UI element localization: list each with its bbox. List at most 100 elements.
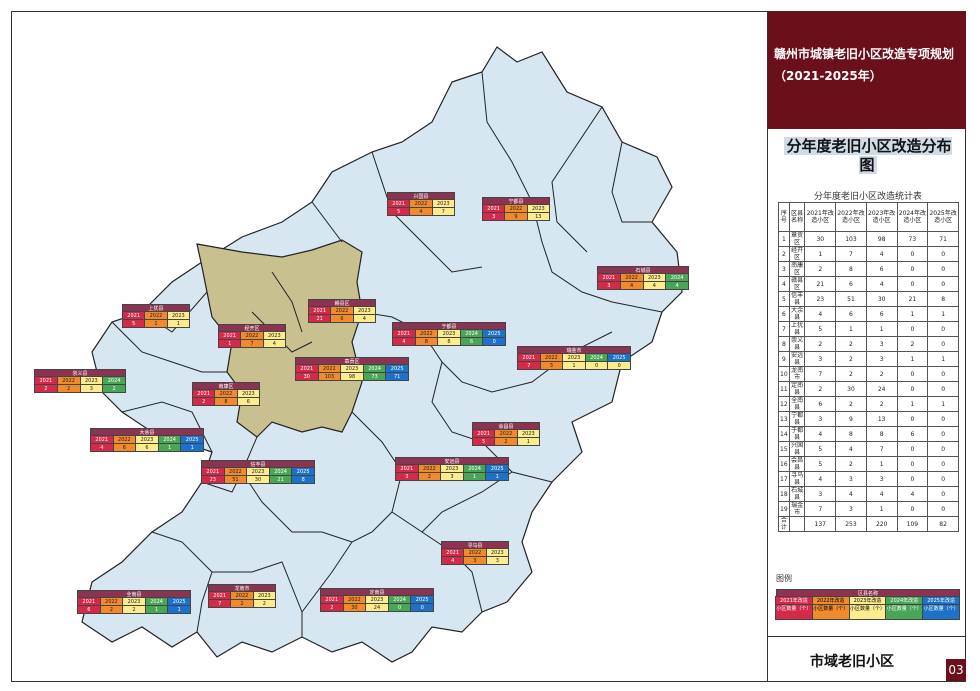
table-row: 9 安远县 3 2 3 1 1 <box>778 351 959 367</box>
table-cell: 5 <box>804 456 837 472</box>
table-cell: 0 <box>927 276 959 292</box>
table-cell: 0 <box>896 456 929 472</box>
value-2023: 8 <box>437 337 461 346</box>
value-2024: 0 <box>584 361 609 370</box>
table-header-cell: 2025年改造小区 <box>927 202 959 232</box>
table-cell: 13 <box>865 411 898 427</box>
table-cell: 11 <box>778 381 790 397</box>
value-2023: 4 <box>642 281 667 290</box>
value-2023: 3 <box>440 472 464 481</box>
table-row: 14 于都县 4 8 8 6 0 <box>778 426 959 442</box>
value-2024: 1 <box>157 443 182 452</box>
table-cell: 21 <box>804 276 837 292</box>
table-header-cell: 2022年改造小区 <box>835 202 867 232</box>
table-cell: 13 <box>778 411 790 427</box>
table-cell: 0 <box>896 261 929 277</box>
table-cell: 南康区 <box>788 261 806 277</box>
table-cell: 3 <box>865 471 898 487</box>
table-cell: 0 <box>896 381 929 397</box>
table-cell: 1 <box>927 306 959 322</box>
table-cell: 16 <box>778 456 790 472</box>
value-2022: 6 <box>112 443 137 452</box>
table-cell: 19 <box>778 501 790 517</box>
table-row: 11 定南县 2 30 24 0 0 <box>778 381 959 397</box>
table-cell: 全南县 <box>788 396 806 412</box>
value-2025: 71 <box>385 372 409 381</box>
table-cell: 30 <box>835 381 867 397</box>
table-cell: 4 <box>865 276 898 292</box>
table-cell: 0 <box>896 411 929 427</box>
table-cell: 7 <box>804 501 837 517</box>
value-2024: 1 <box>144 605 169 614</box>
value-2021: 3 <box>395 472 419 481</box>
table-cell: 3 <box>865 336 898 352</box>
table-cell: 0 <box>927 321 959 337</box>
map-subtitle: 分年度老旧小区改造分布图 <box>780 137 956 175</box>
value-2023: 3 <box>485 556 509 565</box>
table-cell: 6 <box>896 426 929 442</box>
table-cell: 0 <box>927 501 959 517</box>
table-header-cell: 序号 <box>778 202 790 232</box>
table-cell: 于都县 <box>788 426 806 442</box>
table-cell: 4 <box>865 486 898 502</box>
value-2021: 6 <box>77 605 101 614</box>
value-2021: 4 <box>441 556 465 565</box>
table-cell: 137 <box>804 516 837 532</box>
value-2025: 0 <box>482 337 506 346</box>
table-header-row: 序号 区县名称 2021年改造小区 2022年改造小区 2023年改造小区 2024年改造… <box>778 202 959 232</box>
table-cell: 10 <box>778 366 790 382</box>
table-cell: 4 <box>865 246 898 262</box>
panel-divider <box>768 636 966 637</box>
legend-label: 图例 <box>776 574 792 583</box>
table-cell: 0 <box>927 246 959 262</box>
table-cell: 51 <box>835 291 867 307</box>
table-cell: 0 <box>927 456 959 472</box>
value-2022: 7 <box>240 339 264 348</box>
table-cell: 宁都县 <box>788 411 806 427</box>
table-cell: 崇义县 <box>788 336 806 352</box>
value-2021: 7 <box>208 599 232 608</box>
table-cell: 24 <box>865 381 898 397</box>
table-row: 18 石城县 3 4 4 4 0 <box>778 486 959 502</box>
value-2023: 6 <box>236 397 260 406</box>
table-cell: 寻乌县 <box>788 471 806 487</box>
table-cell: 0 <box>927 486 959 502</box>
legend-desc-2022: 小区数量（个） <box>811 604 850 620</box>
value-2021: 3 <box>597 281 621 290</box>
table-cell: 4 <box>835 441 867 457</box>
value-2021: 4 <box>90 443 114 452</box>
value-2024: 73 <box>362 372 387 381</box>
value-2025: 0 <box>607 361 631 370</box>
table-cell: 0 <box>896 366 929 382</box>
value-2021: 21 <box>308 314 332 323</box>
table-row: 10 龙南市 7 2 2 0 0 <box>778 366 959 382</box>
table-cell: 12 <box>778 396 790 412</box>
table-cell: 0 <box>896 276 929 292</box>
table-row: 8 崇义县 2 2 3 2 0 <box>778 336 959 352</box>
table-cell: 1 <box>896 351 929 367</box>
table-cell: 2 <box>835 351 867 367</box>
table-row: 6 大余县 4 6 6 1 1 <box>778 306 959 322</box>
table-header-cell: 区县名称 <box>788 202 806 232</box>
table-cell: 30 <box>865 291 898 307</box>
table-cell: 2 <box>835 336 867 352</box>
table-cell: 7 <box>865 441 898 457</box>
table-cell: 1 <box>865 321 898 337</box>
table-cell: 8 <box>835 426 867 442</box>
table-cell: 4 <box>804 426 837 442</box>
table-cell: 3 <box>865 351 898 367</box>
table-cell: 30 <box>804 231 837 247</box>
table-header-cell: 2023年改造小区 <box>865 202 898 232</box>
legend-desc-2023: 小区数量（个） <box>848 604 887 620</box>
table-cell: 3 <box>835 471 867 487</box>
table-cell: 8 <box>865 426 898 442</box>
table-cell: 2 <box>865 396 898 412</box>
table-header-cell: 2021年改造小区 <box>804 202 837 232</box>
county-box-zhanggong: 章贡区 2021 2022 2023 2024 2025 30 103 98 73 71 <box>295 357 409 381</box>
table-cell: 赣县区 <box>788 276 806 292</box>
